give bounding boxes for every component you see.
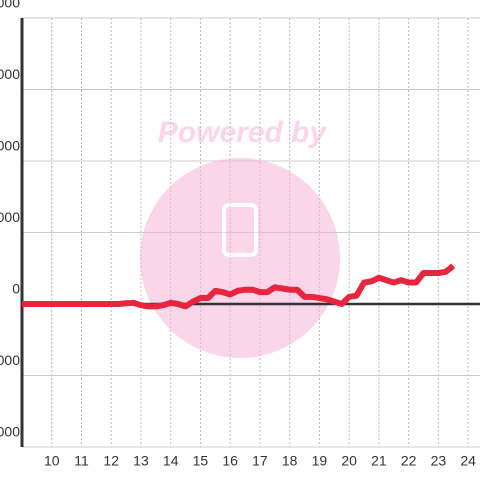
- y-tick-label: 12,000: [0, 0, 20, 11]
- x-tick-label: 22: [401, 453, 417, 469]
- y-tick-label: -3,000: [0, 352, 20, 368]
- x-tick-label: 17: [252, 453, 268, 469]
- y-tick-label: 0: [12, 281, 20, 297]
- x-tick-label: 23: [431, 453, 447, 469]
- grid-layer: [22, 17, 480, 448]
- x-tick-label: 20: [341, 453, 357, 469]
- x-tick-label: 10: [44, 453, 60, 469]
- x-tick-label: 15: [193, 453, 209, 469]
- x-tick-label: 18: [282, 453, 298, 469]
- x-tick-label: 16: [222, 453, 238, 469]
- x-tick-label: 13: [133, 453, 149, 469]
- y-tick-label: 6,000: [0, 138, 20, 154]
- x-tick-label: 12: [103, 453, 119, 469]
- data-line: [22, 263, 456, 310]
- watermark-icon: [222, 203, 258, 257]
- x-tick-label: 14: [163, 453, 179, 469]
- y-tick-label: 9,000: [0, 66, 20, 82]
- x-tick-label: 11: [74, 453, 89, 469]
- x-tick-label: 24: [460, 453, 476, 469]
- watermark: Powered by: [140, 116, 340, 358]
- y-tick-label: -6,000: [0, 424, 20, 440]
- y-tick-label: 3,000: [0, 209, 20, 225]
- x-tick-label: 19: [312, 453, 328, 469]
- x-tick-label: 21: [371, 453, 387, 469]
- watermark-text: Powered by: [158, 116, 328, 149]
- watermark-logo: [140, 158, 340, 358]
